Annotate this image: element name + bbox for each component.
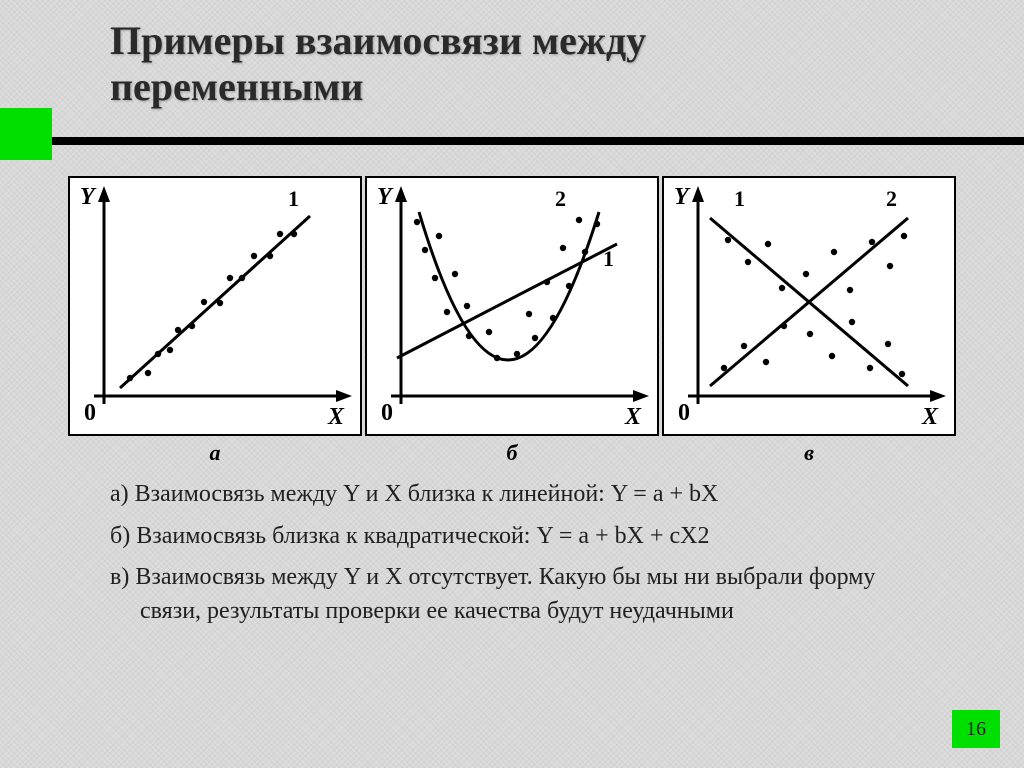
chart-c-caption: в — [804, 440, 814, 466]
svg-text:X: X — [624, 404, 642, 430]
accent-bar — [0, 137, 1024, 145]
svg-text:Y: Y — [674, 184, 691, 210]
svg-text:1: 1 — [603, 246, 614, 271]
page-number-badge: 16 — [952, 710, 1000, 748]
chart-c-svg: Y X 0 1 2 — [664, 178, 954, 434]
svg-text:1: 1 — [734, 186, 745, 211]
text-b: б) Взаимосвязь близка к квадратической: … — [110, 520, 930, 554]
page-title: Примеры взаимосвязи между переменными — [110, 18, 890, 110]
svg-text:Y: Y — [80, 184, 97, 210]
title-region: Примеры взаимосвязи между переменными — [110, 18, 890, 110]
chart-c: YX012 в — [662, 176, 956, 436]
body-text: a) Взаимосвязь между Y и X близка к лине… — [110, 478, 930, 636]
svg-text:1: 1 — [288, 186, 299, 211]
svg-text:X: X — [327, 404, 345, 430]
svg-text:2: 2 — [886, 186, 897, 211]
text-c: в) Взаимосвязь между Y и X отсутствует. … — [110, 561, 930, 628]
chart-b-svg: Y X 0 1 2 — [367, 178, 657, 434]
svg-text:X: X — [921, 404, 939, 430]
chart-a-caption: а — [210, 440, 221, 466]
svg-text:0: 0 — [678, 400, 690, 426]
svg-text:0: 0 — [84, 400, 96, 426]
svg-text:0: 0 — [381, 400, 393, 426]
svg-text:2: 2 — [555, 186, 566, 211]
text-a: a) Взаимосвязь между Y и X близка к лине… — [110, 478, 930, 512]
accent-square — [0, 108, 52, 160]
chart-b-caption: б — [507, 440, 518, 466]
chart-a: YX01 а — [68, 176, 362, 436]
chart-b: YX012 б — [365, 176, 659, 436]
slide: Примеры взаимосвязи между переменными Y X… — [0, 0, 1024, 768]
chart-a-svg: Y X 0 1 — [70, 178, 360, 434]
svg-text:Y: Y — [377, 184, 394, 210]
charts-row: YX01 а YX012 б YX012 в — [68, 176, 956, 432]
